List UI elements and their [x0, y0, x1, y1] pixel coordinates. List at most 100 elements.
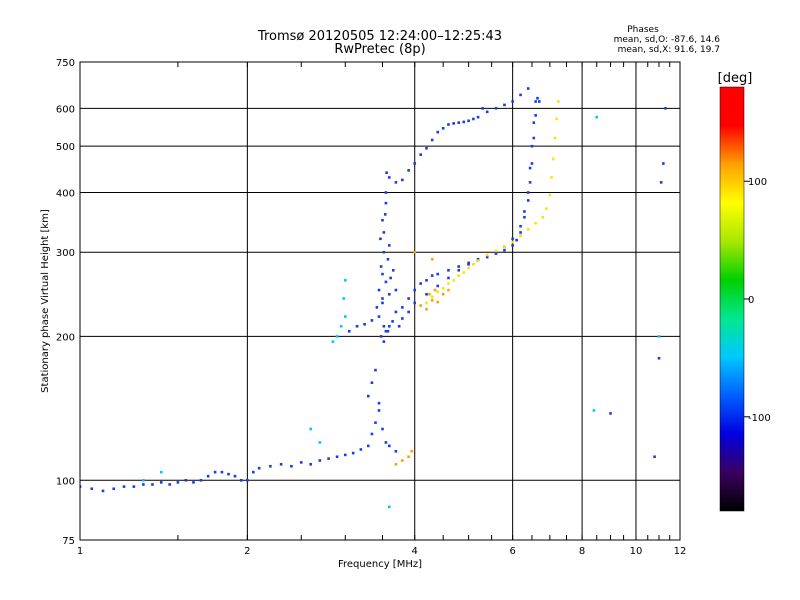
- data-point: [142, 478, 145, 482]
- data-point: [343, 315, 347, 318]
- colorbar-label: [deg]: [718, 71, 753, 86]
- data-point: [467, 261, 470, 265]
- data-point: [401, 178, 404, 182]
- data-point: [462, 271, 466, 274]
- data-point: [252, 470, 255, 474]
- data-point: [381, 218, 384, 222]
- data-point: [523, 215, 526, 219]
- data-point: [485, 253, 489, 257]
- data-point: [239, 478, 243, 482]
- data-point: [394, 288, 398, 292]
- data-point: [441, 287, 445, 290]
- data-point: [494, 252, 498, 255]
- data-point: [377, 409, 381, 412]
- y-tick-label: 750: [56, 58, 75, 69]
- data-point: [112, 487, 116, 491]
- data-point: [413, 250, 417, 254]
- data-point: [664, 107, 667, 110]
- data-point: [447, 268, 450, 272]
- data-point: [430, 298, 434, 302]
- data-point: [467, 263, 470, 266]
- data-point: [370, 319, 374, 322]
- data-point: [530, 144, 534, 148]
- data-point: [447, 282, 450, 285]
- data-point: [401, 459, 404, 462]
- data-point: [339, 324, 343, 328]
- data-point: [485, 110, 489, 114]
- data-point: [653, 455, 656, 459]
- data-point: [382, 231, 386, 234]
- data-point: [387, 505, 391, 509]
- data-point: [391, 320, 394, 323]
- data-point: [410, 449, 413, 453]
- data-point: [375, 306, 379, 309]
- data-point: [387, 292, 391, 296]
- data-point: [269, 464, 272, 468]
- data-point: [386, 329, 390, 333]
- data-point: [394, 310, 398, 314]
- data-point: [430, 138, 434, 142]
- data-point: [299, 461, 303, 464]
- data-point: [436, 272, 440, 276]
- data-point: [381, 272, 384, 276]
- data-point: [503, 248, 506, 252]
- data-point: [142, 483, 145, 486]
- data-point: [90, 487, 94, 491]
- data-point: [213, 470, 217, 474]
- data-point: [382, 340, 386, 343]
- data-point: [528, 181, 532, 184]
- data-point: [413, 288, 417, 292]
- data-point: [519, 231, 522, 234]
- x-tick-label: 1: [77, 546, 83, 557]
- data-point: [481, 107, 484, 110]
- data-point: [511, 237, 514, 241]
- data-point: [430, 257, 434, 261]
- data-point: [511, 244, 514, 247]
- data-point: [419, 282, 422, 285]
- data-point: [550, 176, 553, 179]
- data-point: [335, 455, 339, 459]
- data-point: [472, 117, 475, 121]
- x-tick-label: 12: [674, 546, 687, 557]
- data-point: [401, 306, 404, 309]
- data-point: [122, 485, 126, 488]
- data-point: [519, 224, 522, 228]
- data-point: [327, 457, 330, 460]
- y-tick-label: 100: [56, 476, 75, 487]
- data-point: [379, 237, 382, 241]
- data-point: [366, 394, 370, 398]
- data-point: [233, 474, 237, 478]
- data-point: [384, 441, 388, 444]
- data-point: [659, 181, 663, 184]
- x-tick-label: 2: [244, 546, 250, 557]
- y-axis-label: Stationary phase Virtual Height [km]: [40, 209, 51, 393]
- data-point: [379, 335, 383, 338]
- plot-area: [80, 62, 680, 540]
- y-tick-label: 300: [56, 248, 75, 259]
- data-point: [476, 257, 480, 261]
- data-point: [343, 279, 347, 282]
- data-point: [199, 478, 203, 482]
- data-point: [494, 107, 498, 110]
- data-point: [511, 240, 514, 244]
- data-point: [534, 100, 537, 103]
- data-point: [428, 292, 431, 296]
- data-point: [472, 263, 475, 266]
- data-point: [382, 324, 386, 328]
- data-point: [532, 121, 536, 124]
- data-point: [374, 421, 377, 424]
- data-point: [370, 381, 374, 385]
- data-point: [80, 485, 82, 488]
- data-point: [528, 166, 532, 170]
- data-point: [374, 368, 377, 372]
- data-point: [485, 255, 489, 259]
- data-point: [595, 115, 599, 119]
- data-point: [227, 472, 230, 476]
- data-point: [413, 162, 417, 165]
- data-point: [592, 409, 596, 412]
- data-point: [452, 279, 455, 282]
- data-point: [363, 322, 366, 326]
- data-point: [359, 448, 363, 451]
- data-point: [457, 268, 461, 272]
